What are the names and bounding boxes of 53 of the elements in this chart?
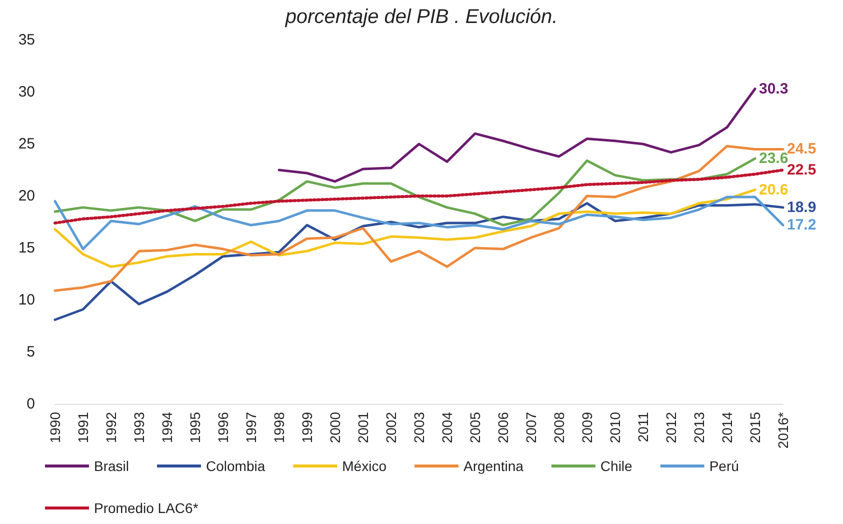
y-tick-label: 30 — [18, 84, 35, 100]
x-tick-label: 1992 — [103, 412, 119, 444]
x-tick-label: 2003 — [411, 412, 427, 444]
y-tick-label: 35 — [18, 32, 35, 48]
data-label: 17.2 — [787, 216, 816, 234]
x-tick-label: 2002 — [383, 412, 399, 444]
legend-label: Brasil — [94, 458, 130, 474]
x-tick-label: 2011 — [635, 412, 651, 442]
legend-label: Promedio LAC6* — [94, 500, 199, 516]
x-tick-label: 1991 — [75, 412, 91, 444]
data-label: 30.3 — [759, 80, 788, 98]
x-tick-label: 2009 — [579, 412, 595, 444]
data-label: 23.6 — [759, 150, 788, 168]
chart-title: porcentaje del PIB . Evolución. — [284, 6, 558, 28]
legend-label: Chile — [600, 458, 633, 474]
y-tick-label: 10 — [18, 292, 35, 308]
legend-label: Colombia — [206, 458, 266, 474]
line-series — [54, 188, 756, 268]
x-tick-label: 2010 — [607, 412, 623, 444]
y-tick-label: 15 — [18, 240, 35, 256]
x-tick-label: 2000 — [327, 412, 343, 444]
x-tick-label: 2008 — [551, 412, 567, 444]
x-tick-label: 2014 — [719, 412, 735, 444]
x-tick-label: 1999 — [299, 412, 315, 444]
data-label: 24.5 — [787, 140, 816, 158]
x-tick-label: 2006 — [495, 412, 511, 444]
x-tick-label: 2013 — [691, 412, 707, 444]
y-tick-label: 20 — [18, 188, 35, 204]
y-tick-label: 25 — [18, 136, 35, 152]
data-label: 18.9 — [787, 198, 816, 216]
x-tick-label: 2016* — [775, 411, 791, 449]
x-tick-label: 1993 — [131, 412, 147, 444]
legend-label: México — [342, 458, 387, 474]
x-tick-label: 1995 — [187, 412, 203, 444]
data-label: 22.5 — [787, 162, 816, 178]
y-tick-label: 5 — [26, 344, 35, 360]
line-series — [54, 196, 784, 250]
data-label: 20.6 — [759, 181, 788, 198]
x-tick-label: 2004 — [439, 412, 455, 444]
x-tick-label: 2005 — [467, 412, 483, 444]
legend-label: Perú — [709, 458, 739, 474]
y-tick-label: 0 — [26, 396, 35, 412]
x-tick-label: 2001 — [355, 412, 371, 444]
x-tick-label: 1990 — [47, 412, 63, 444]
x-tick-label: 2015 — [747, 412, 763, 444]
x-tick-label: 1996 — [215, 412, 231, 444]
x-tick-label: 1998 — [271, 412, 287, 444]
x-tick-label: 1994 — [159, 412, 175, 444]
x-tick-label: 1997 — [243, 412, 259, 444]
x-tick-label: 2007 — [523, 412, 539, 444]
legend-label: Argentina — [463, 458, 524, 474]
line-series — [278, 88, 756, 183]
x-tick-label: 2012 — [663, 412, 679, 444]
